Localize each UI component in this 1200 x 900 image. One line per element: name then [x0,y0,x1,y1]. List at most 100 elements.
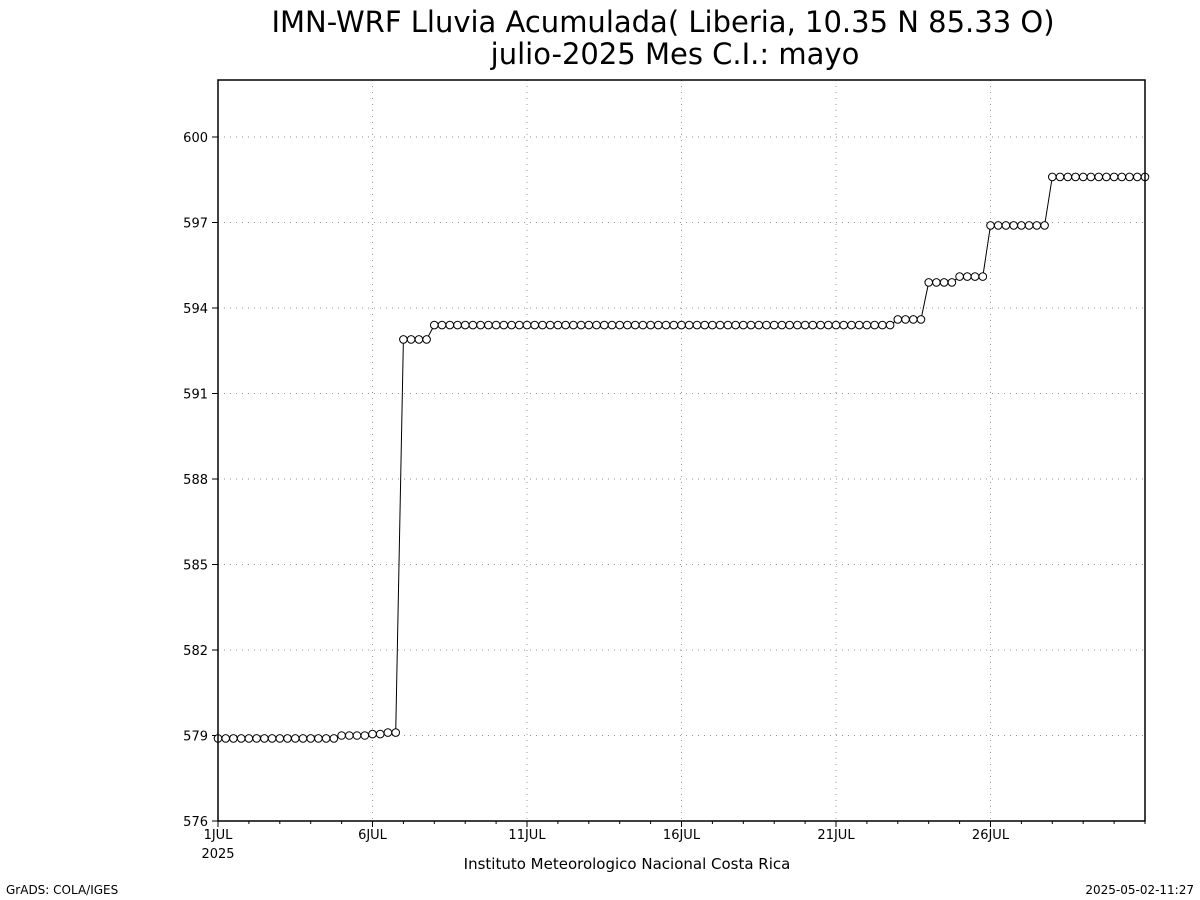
data-point-12 [306,734,316,743]
data-point-43 [545,320,555,330]
data-point-66 [723,320,733,330]
data-point-84 [862,320,872,330]
data-point-34 [476,320,485,330]
data-point-78 [816,320,825,330]
data-point-114 [1094,172,1103,182]
data-point-108 [1048,172,1057,182]
data-point-116 [1109,172,1119,182]
data-point-103 [1009,221,1019,230]
data-point-33 [468,320,478,330]
data-point-10 [291,734,300,743]
y-axis-ticks: 576 579 582 585 588 591 594 597 600 [183,131,218,830]
data-point-93 [932,278,941,287]
data-point-92 [924,278,934,287]
data-point-70 [754,320,764,330]
data-point-69 [746,320,756,330]
y-tick-label-576: 576 [183,815,208,830]
data-point-113 [1086,172,1096,182]
data-point-79 [824,320,833,330]
data-point-95 [947,278,957,287]
data-point-67 [731,320,740,330]
data-point-105 [1024,221,1034,230]
data-point-104 [1017,221,1026,230]
data-point-25 [406,335,416,344]
data-point-57 [654,320,663,330]
data-point-37 [499,320,509,330]
data-point-96 [955,272,964,281]
data-point-85 [870,320,879,330]
data-point-118 [1125,172,1134,182]
data-point-30 [445,320,455,330]
x-axis-label: Instituto Meteorologico Nacional Costa R… [464,855,791,873]
y-tick-label-579: 579 [183,730,208,745]
data-point-51 [607,320,617,330]
y-tick-label-594: 594 [183,302,208,317]
data-point-21 [375,729,385,739]
data-point-16 [337,731,346,740]
data-point-77 [808,320,818,330]
data-point-64 [708,320,717,330]
data-point-68 [739,320,748,330]
x-tick-label-26JUL: 26JUL [972,828,1010,843]
y-tick-label-597: 597 [183,217,208,232]
plot-frame [217,79,1146,822]
data-point-81 [839,320,849,330]
data-point-102 [1001,221,1011,230]
data-point-40 [522,320,532,330]
data-point-42 [538,320,547,330]
data-point-74 [785,320,794,330]
y-tick-label-591: 591 [183,388,208,403]
data-point-24 [399,335,408,344]
footer-right-timestamp: 2025-05-02-11:27 [1085,883,1194,897]
data-point-32 [460,320,470,330]
data-point-47 [576,320,586,330]
data-point-58 [661,320,671,330]
data-point-20 [368,729,377,739]
data-point-3 [236,734,246,743]
data-point-111 [1071,172,1080,182]
footer-left-credit: GrADS: COLA/IGES [6,883,118,897]
data-point-117 [1117,172,1127,182]
data-point-61 [684,320,694,330]
data-point-8 [275,734,285,743]
data-point-65 [715,320,725,330]
data-point-22 [383,728,393,737]
data-point-26 [414,335,424,344]
data-point-5 [252,734,261,743]
data-point-35 [484,320,493,330]
data-point-60 [677,320,686,330]
data-point-119 [1133,172,1142,182]
data-point-80 [831,320,841,330]
data-point-17 [345,731,354,740]
data-point-97 [963,272,972,281]
data-point-100 [986,221,995,230]
data-point-41 [530,320,540,330]
data-point-87 [885,320,895,330]
data-point-71 [762,320,771,330]
data-point-27 [422,335,431,344]
data-point-14 [321,734,331,743]
data-point-63 [700,320,710,330]
data-point-115 [1102,172,1111,182]
x-axis-ticks: 1JUL 6JUL 11JUL 16JUL 21JUL 26JUL [204,821,1146,843]
data-point-99 [978,272,988,281]
data-point-23 [391,728,401,737]
data-point-54 [630,320,640,330]
data-point-1 [221,734,230,743]
data-point-49 [592,320,601,330]
data-point-82 [847,320,856,330]
y-tick-label-585: 585 [183,559,208,574]
y-tick-label-600: 600 [183,131,208,146]
data-point-44 [553,320,563,330]
data-point-107 [1040,221,1049,230]
data-point-86 [878,320,887,330]
data-point-4 [244,734,254,743]
data-point-55 [638,320,648,330]
data-point-7 [267,734,277,743]
data-point-15 [329,734,339,743]
data-point-112 [1078,172,1088,182]
data-point-29 [437,320,447,330]
data-point-52 [615,320,625,330]
data-point-76 [800,320,810,330]
